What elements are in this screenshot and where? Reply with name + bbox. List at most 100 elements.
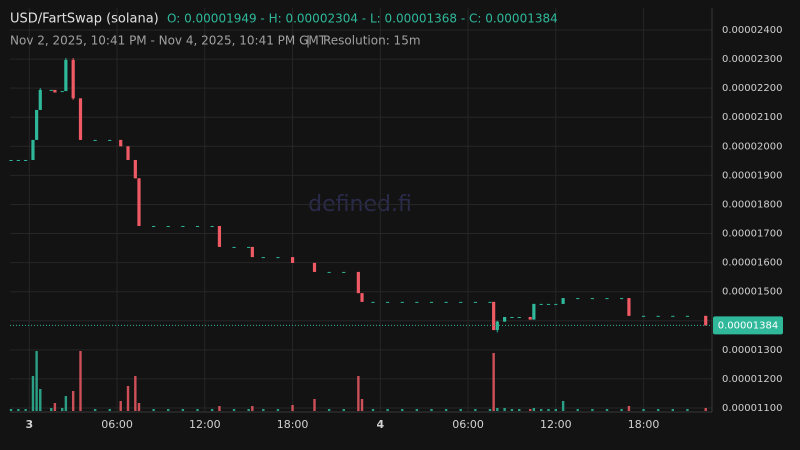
volume-bar <box>247 409 250 411</box>
volume-bar <box>518 409 521 411</box>
volume-bar <box>474 409 477 411</box>
y-tick-label: 0.00001300 <box>722 345 782 356</box>
candle-body <box>60 91 64 93</box>
y-tick-label: 0.00001800 <box>722 199 782 210</box>
volume-bar <box>459 409 462 411</box>
y-tick-label: 0.00002100 <box>722 112 782 123</box>
candle-body <box>459 301 463 303</box>
candle-body <box>517 316 521 318</box>
volume-bar <box>686 409 689 411</box>
candle-body <box>561 298 565 304</box>
candle-body <box>429 301 434 303</box>
volume-bar <box>262 409 265 411</box>
last-price-label: 0.00001384 <box>718 320 778 331</box>
x-tick-label: 12:00 <box>540 418 572 431</box>
volume-bar <box>576 409 579 411</box>
volume-bar <box>357 376 360 411</box>
candle-body <box>704 315 708 326</box>
candle-body <box>656 315 660 317</box>
candle-body <box>685 315 690 317</box>
candle-body <box>195 225 200 227</box>
candle-body <box>166 225 170 227</box>
candle-body <box>546 303 551 305</box>
candle-body <box>444 301 448 303</box>
candle-body <box>217 225 222 247</box>
candle-body <box>276 257 280 259</box>
volume-bar <box>605 409 609 411</box>
candle-body <box>126 146 130 160</box>
volume-bar <box>503 408 506 411</box>
candle-body <box>93 139 97 141</box>
candle-body <box>605 298 609 300</box>
candle-body <box>590 298 594 300</box>
volume-bar <box>31 376 35 411</box>
candle-body <box>473 301 477 303</box>
volume-bar <box>71 391 75 411</box>
volume-bar <box>50 408 53 411</box>
volume-bar <box>24 409 27 411</box>
separator: | <box>306 34 310 48</box>
candle-body <box>327 271 331 273</box>
volume-bar <box>218 406 221 411</box>
volume-bar <box>488 409 492 411</box>
ohlc-label: O: 0.00001949 - H: 0.00002304 - L: 0.000… <box>167 12 558 26</box>
x-tick-label: 06:00 <box>101 418 133 431</box>
volume-bar <box>591 409 594 411</box>
candle-body <box>554 303 558 305</box>
volume-bar <box>492 353 495 411</box>
volume-bar <box>35 351 38 411</box>
candle-body <box>137 178 141 226</box>
candle-body <box>133 159 137 179</box>
candle-body <box>64 59 68 92</box>
candle-body <box>671 315 675 317</box>
candle-body <box>290 257 295 263</box>
candle-body <box>492 301 496 331</box>
volume-bar <box>93 409 97 411</box>
x-tick-label: 18:00 <box>277 418 309 431</box>
volume-bar <box>620 409 623 411</box>
candle-body <box>312 262 317 272</box>
y-tick-label: 0.00001200 <box>722 374 782 385</box>
volume-bar <box>656 409 660 411</box>
y-tick-label: 0.00001600 <box>722 258 782 269</box>
volume-bar <box>196 409 199 411</box>
candle-body <box>528 316 532 320</box>
volume-bar <box>671 409 675 411</box>
volume-bar <box>342 409 345 411</box>
candle-body <box>488 301 492 303</box>
volume-bar <box>126 386 130 411</box>
candle-body <box>510 316 514 318</box>
candle-body <box>495 321 499 331</box>
candle-body <box>53 89 57 93</box>
candle-body <box>78 98 83 140</box>
volume-bar <box>704 408 707 411</box>
volume-bar <box>327 409 331 411</box>
candle-body <box>119 139 123 147</box>
candle-body <box>360 293 364 302</box>
candle-body <box>371 301 375 303</box>
y-tick-label: 0.00001100 <box>722 403 782 414</box>
volume-bar <box>642 409 645 411</box>
volume-bar <box>386 409 389 411</box>
volume-bar <box>251 406 254 411</box>
candle-body <box>152 225 156 227</box>
volume-bar <box>9 409 13 411</box>
volume-bar <box>39 389 42 411</box>
candle-body <box>532 303 536 320</box>
volume-bar <box>134 376 137 411</box>
candle-body <box>415 301 419 303</box>
candle-body <box>503 316 507 322</box>
volume-bar <box>210 409 214 411</box>
x-tick-label: 3 <box>25 418 33 431</box>
volume-bar <box>167 409 170 411</box>
candle-body <box>9 159 13 161</box>
candle-body <box>210 225 214 227</box>
resolution-label: Resolution: 15m <box>323 34 421 48</box>
y-tick-label: 0.00002000 <box>722 141 782 152</box>
candle-body <box>71 59 75 99</box>
candle-body <box>247 246 251 248</box>
candle-body <box>576 298 580 300</box>
y-tick-label: 0.00001700 <box>722 229 782 240</box>
candle-body <box>49 89 53 91</box>
